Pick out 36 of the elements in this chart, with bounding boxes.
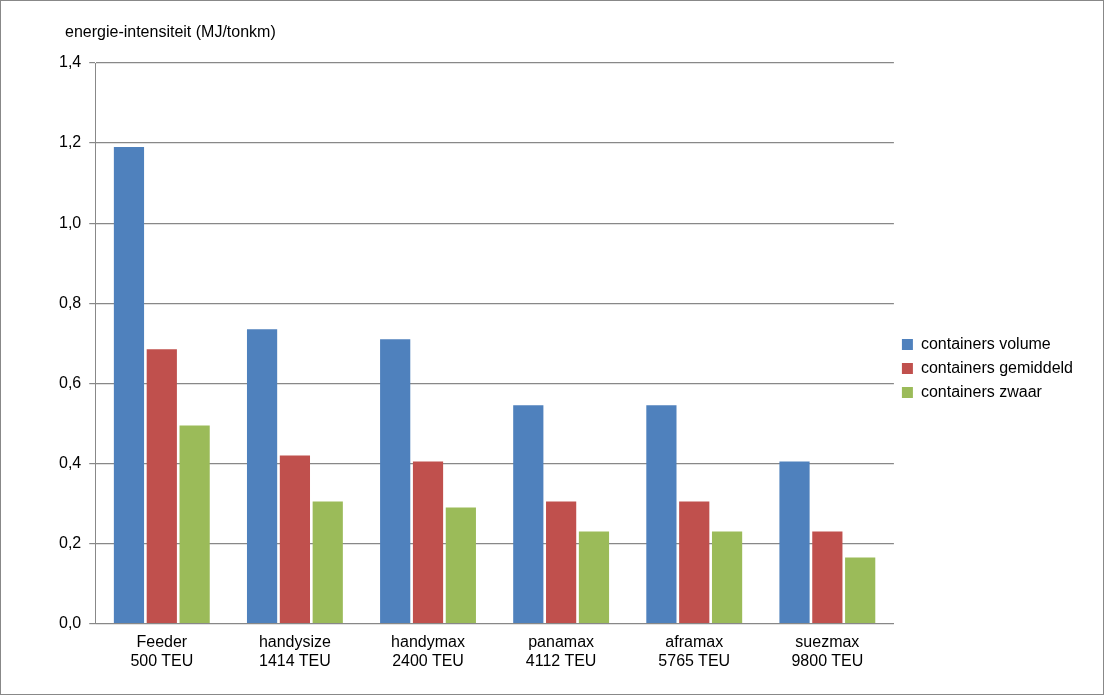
- bar: [578, 531, 610, 623]
- legend-label: containers volume: [920, 334, 1051, 352]
- y-tick-label: 1,4: [58, 53, 82, 71]
- legend-label: containers zwaar: [920, 382, 1043, 400]
- bar: [546, 501, 577, 623]
- x-tick-label: handymax 2400 TEU: [391, 632, 465, 669]
- bar: [380, 339, 411, 623]
- bar: [146, 349, 177, 623]
- bar: [279, 455, 311, 623]
- y-tick-label: 0,4: [58, 453, 82, 471]
- bar: [312, 501, 343, 623]
- bar: [445, 507, 476, 623]
- x-tick-label: panamax 4112 TEU: [525, 632, 597, 669]
- y-tick-label: 0,8: [58, 293, 82, 311]
- y-axis-title: energie-intensiteit (MJ/tonkm): [65, 23, 276, 41]
- y-tick-label: 1,0: [58, 213, 82, 231]
- bar: [711, 531, 743, 623]
- bar: [845, 557, 876, 623]
- bar: [246, 329, 278, 623]
- bar: [779, 461, 810, 623]
- x-tick-label: handysize 1414 TEU: [258, 632, 332, 669]
- x-tick-label: aframax 5765 TEU: [658, 632, 731, 669]
- bar: [412, 461, 444, 623]
- legend-label: containers gemiddeld: [920, 358, 1073, 376]
- bar: [679, 501, 710, 623]
- bar: [513, 405, 544, 623]
- y-tick-label: 0,2: [58, 533, 82, 551]
- x-tick-label: suezmax 9800 TEU: [791, 632, 864, 669]
- y-tick-label: 0,6: [58, 373, 82, 391]
- bar: [179, 425, 210, 623]
- bar: [113, 147, 145, 623]
- y-tick-label: 1,2: [58, 133, 82, 151]
- bar: [646, 405, 677, 623]
- bar: [812, 531, 843, 623]
- x-tick-label: Feeder 500 TEU: [130, 632, 194, 669]
- y-tick-label: 0,0: [58, 614, 82, 632]
